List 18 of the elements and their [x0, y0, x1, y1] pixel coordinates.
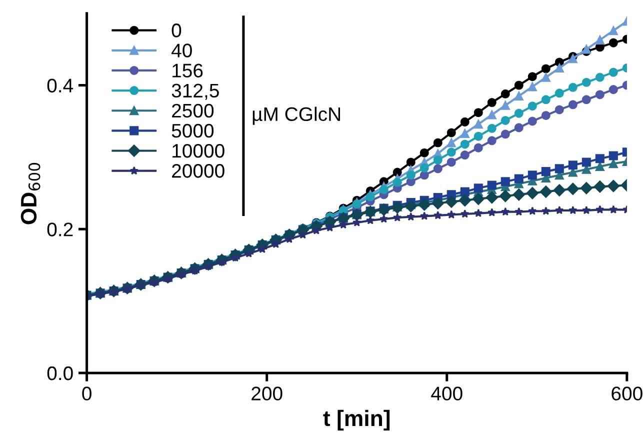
- x-tick-label: 600: [612, 386, 642, 400]
- y-axis-title: OD$_{600}$: [20, 162, 40, 224]
- legend-label: 312,5: [172, 84, 219, 100]
- y-tick-label: 0.0: [47, 366, 73, 380]
- legend-label: 20000: [172, 164, 224, 178]
- y-tick-label: 0.4: [47, 78, 74, 92]
- x-tick-label: 400: [431, 386, 462, 400]
- legend-label: 40: [172, 44, 192, 58]
- legend-label: 10000: [172, 144, 224, 158]
- legend-title: µM CGlcN: [252, 106, 340, 125]
- legend-label: 156: [172, 64, 203, 78]
- legend-label: 0: [172, 24, 182, 38]
- legend-label: 5000: [172, 124, 214, 138]
- x-tick-label: 200: [252, 386, 282, 400]
- legend-label: 2500: [172, 104, 214, 118]
- x-axis-title: t [min]: [323, 410, 390, 431]
- y-tick-label: 0.2: [47, 222, 73, 236]
- x-tick-label: 0: [82, 386, 92, 400]
